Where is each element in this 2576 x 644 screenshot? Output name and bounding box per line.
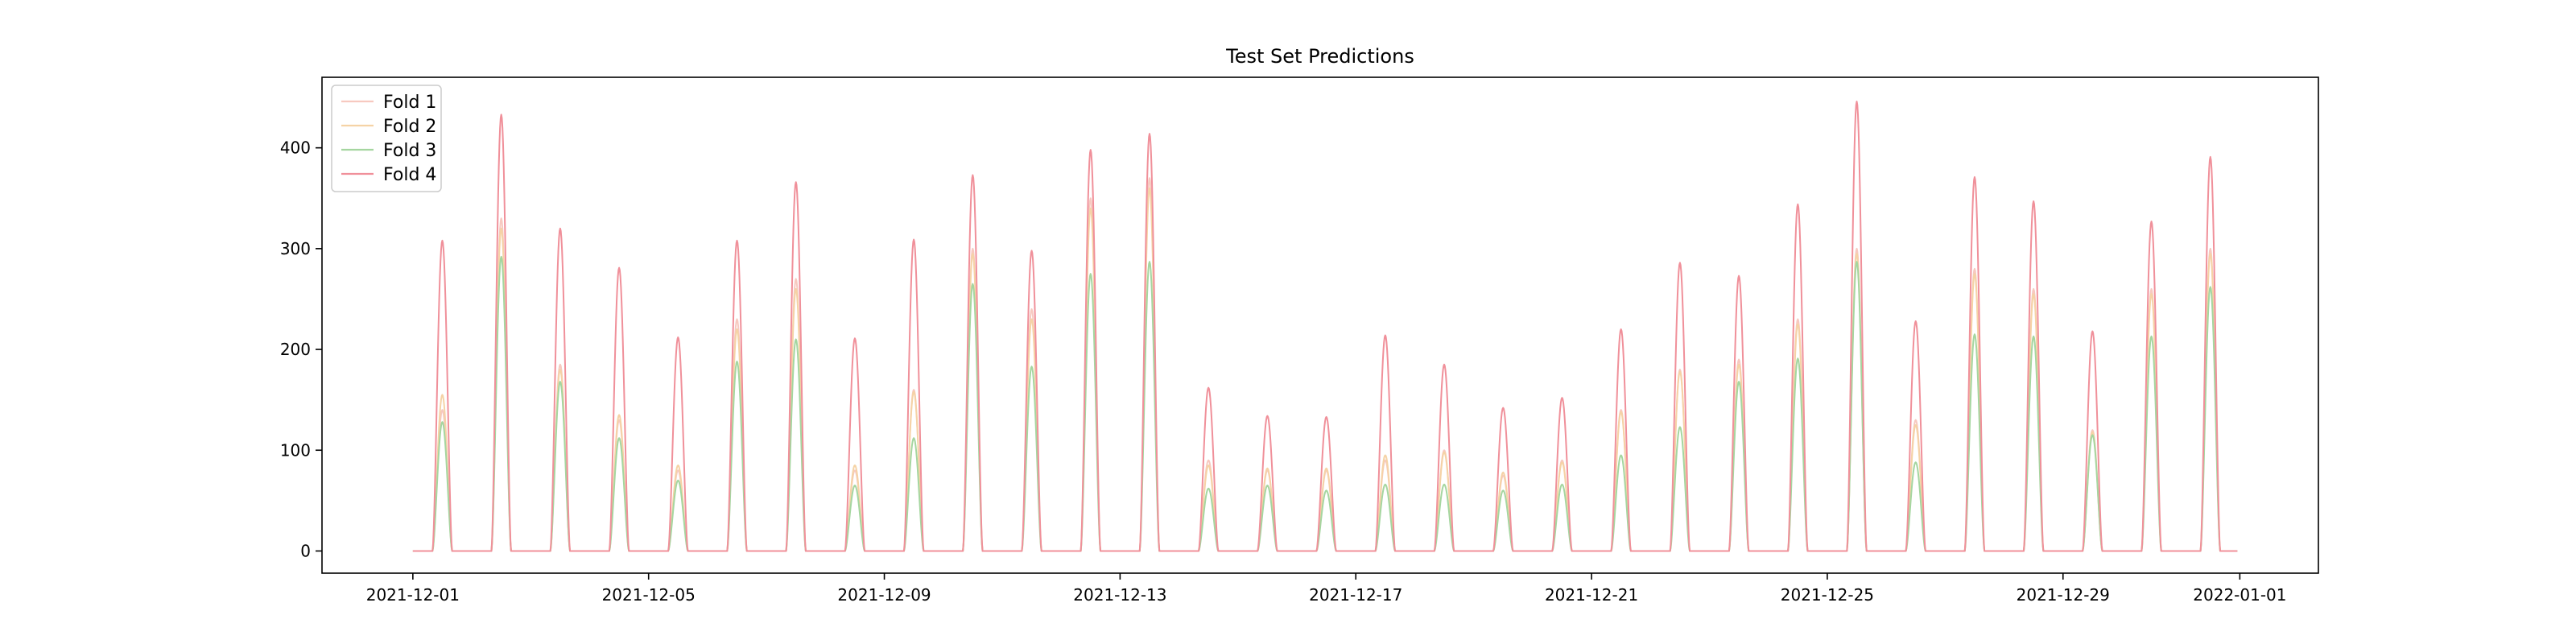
- x-tick-label: 2021-12-29: [2017, 585, 2110, 605]
- x-tick-label: 2021-12-21: [1545, 585, 1638, 605]
- x-tick-label: 2021-12-09: [837, 585, 931, 605]
- y-tick-label: 300: [280, 239, 311, 258]
- x-axis: 2021-12-01 2021-12-05 2021-12-09 2021-12-13…: [366, 573, 2287, 605]
- y-tick-label: 0: [300, 541, 311, 560]
- x-tick-label: 2021-12-25: [1781, 585, 1874, 605]
- legend-box: [331, 85, 442, 192]
- legend-label: Fold 3: [383, 141, 436, 161]
- x-tick-label: 2021-12-13: [1073, 585, 1166, 605]
- series-line-fold-4: [412, 101, 2238, 552]
- legend-label: Fold 1: [383, 93, 436, 113]
- series-line-fold-2: [412, 187, 2238, 552]
- legend-label: Fold 2: [383, 117, 436, 137]
- x-tick-label: 2022-01-01: [2193, 585, 2286, 605]
- series-line-fold-3: [412, 255, 2238, 552]
- x-tick-label: 2021-12-17: [1309, 585, 1402, 605]
- x-tick-label: 2021-12-01: [366, 585, 460, 605]
- series-layer: [412, 101, 2238, 552]
- chart-title: Test Set Predictions: [1225, 45, 1414, 68]
- y-tick-label: 200: [280, 340, 311, 359]
- y-tick-label: 100: [280, 440, 311, 460]
- y-axis: 0 100 200 300 400: [280, 138, 322, 560]
- legend-label: Fold 4: [383, 165, 436, 185]
- x-tick-label: 2021-12-05: [602, 585, 696, 605]
- y-tick-label: 400: [280, 138, 311, 158]
- legend: Fold 1 Fold 2 Fold 3 Fold 4: [331, 85, 442, 192]
- plot-frame: [321, 76, 2319, 574]
